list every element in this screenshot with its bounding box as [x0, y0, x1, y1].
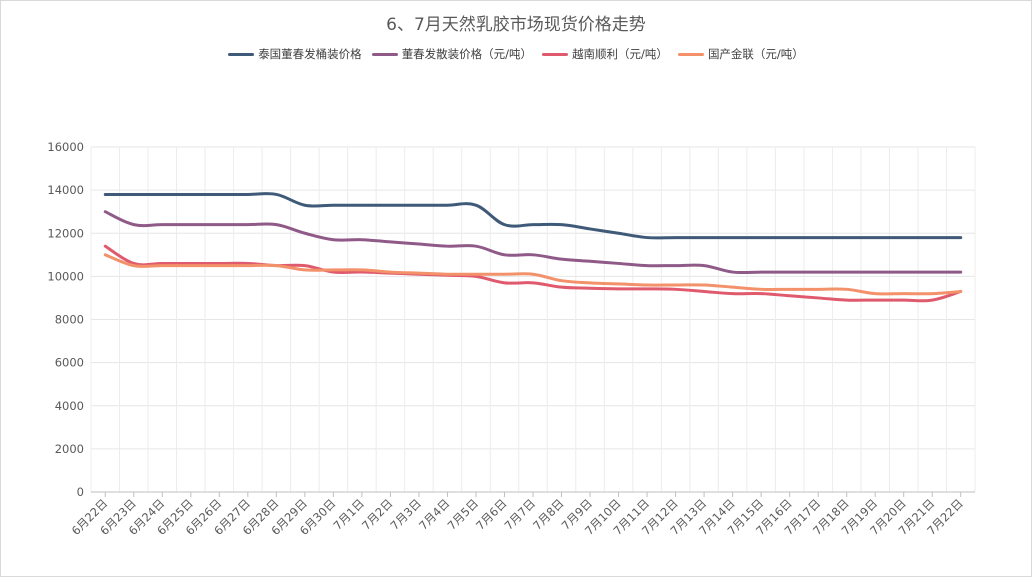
chart-title: 6、7月天然乳胶市场现货价格走势 [386, 15, 646, 35]
legend-item[interactable]: 泰国董春发桶装价格 [228, 46, 362, 62]
x-tick-label: 7月8日 [530, 496, 567, 533]
x-tick-label: 7月6日 [473, 496, 510, 533]
x-tick-label: 7月2日 [359, 496, 396, 533]
legend-label: 国产金联（元/吨） [707, 47, 804, 61]
legend-item[interactable]: 国产金联（元/吨） [677, 46, 804, 62]
series-line [103, 210, 963, 275]
legend-swatch [371, 52, 398, 56]
x-tick-label: 7月1日 [331, 496, 368, 533]
x-tick-label: 7月5日 [445, 496, 482, 533]
legend-item[interactable]: 越南顺利（元/吨） [542, 46, 668, 62]
series-line [103, 192, 963, 240]
y-tick-label: 0 [77, 485, 84, 499]
y-tick-label: 16000 [47, 140, 84, 154]
y-tick-label: 2000 [55, 442, 84, 456]
legend-label: 董春发散装价格（元/吨） [401, 47, 533, 61]
legend-swatch [542, 52, 569, 56]
y-tick-label: 10000 [47, 269, 84, 283]
x-tick-label: 7月3日 [388, 496, 425, 533]
y-tick-label: 6000 [55, 356, 84, 370]
series-line [103, 244, 963, 303]
legend-label: 越南顺利（元/吨） [572, 47, 668, 61]
series-line [103, 253, 963, 296]
y-tick-label: 14000 [47, 183, 84, 197]
y-tick-label: 12000 [47, 226, 84, 240]
grid [90, 146, 976, 493]
y-tick-label: 8000 [55, 313, 84, 327]
legend-swatch [677, 52, 704, 56]
legend-label: 泰国董春发桶装价格 [258, 47, 362, 61]
x-tick-label: 7月4日 [416, 496, 453, 533]
legend-item[interactable]: 董春发散装价格（元/吨） [371, 46, 533, 62]
y-tick-label: 4000 [55, 399, 84, 413]
x-tick-label: 7月7日 [502, 496, 539, 533]
chart-legend: 泰国董春发桶装价格 董春发散装价格（元/吨） 越南顺利（元/吨） 国产金联（元/吨） [0, 46, 1032, 62]
legend-swatch [228, 52, 255, 56]
